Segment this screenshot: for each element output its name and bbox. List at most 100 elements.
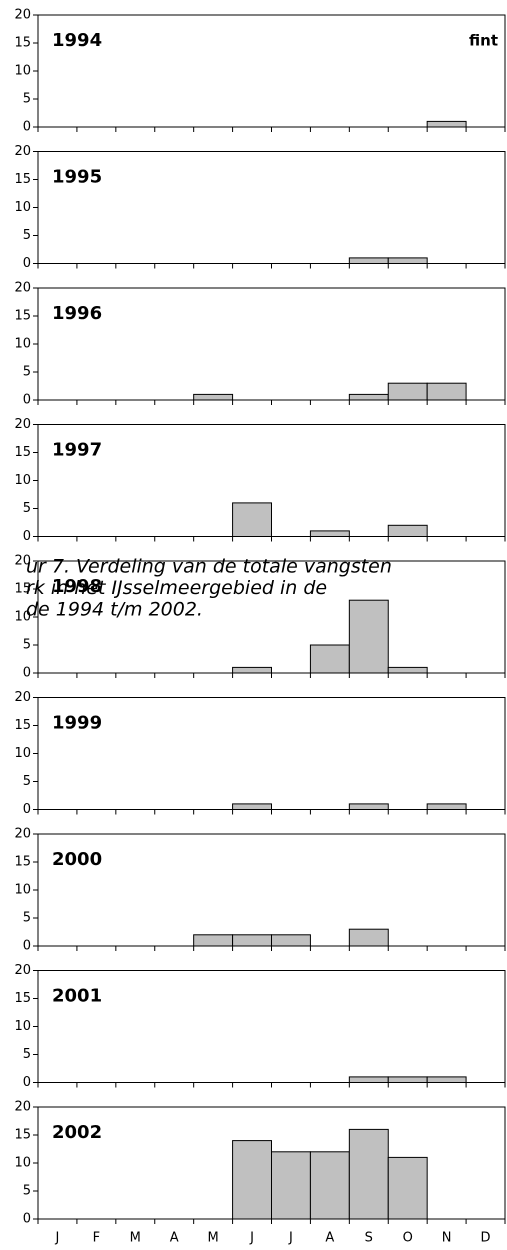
x-tick-label: S: [365, 1231, 373, 1246]
y-tick-label: 15: [14, 309, 31, 324]
overlay-text: de 1994 t/m 2002.: [26, 599, 203, 621]
panel-title: 1995: [52, 167, 102, 188]
y-tick-label: 20: [14, 690, 31, 705]
plot-frame: [37, 970, 506, 1083]
y-tick-label: 0: [23, 529, 31, 544]
bar: [348, 257, 389, 264]
bar: [387, 524, 428, 537]
y-tick-label: 5: [23, 228, 31, 243]
y-tick-label: 0: [23, 666, 31, 681]
plot-frame: [37, 697, 506, 810]
bar: [232, 666, 272, 674]
panel-label: fint: [469, 32, 498, 50]
y-tick-label: 20: [14, 281, 31, 296]
y-tick-label: 0: [23, 1075, 31, 1090]
y-tick-label: 15: [14, 36, 31, 51]
x-tick-label: O: [403, 1231, 413, 1246]
y-tick-label: 0: [23, 120, 31, 135]
overlay-text: rk in het IJsselmeergebied in de: [26, 577, 327, 599]
x-tick-label: A: [170, 1231, 179, 1246]
bar: [426, 120, 467, 128]
y-tick-label: 20: [14, 1100, 31, 1115]
panel-title: 1999: [52, 713, 102, 734]
y-tick-label: 10: [14, 64, 31, 79]
y-tick-label: 5: [23, 1047, 31, 1062]
bar: [426, 803, 467, 811]
bar: [309, 530, 350, 538]
bar: [348, 803, 389, 811]
overlay-text: ur 7. Verdeling van de totale vangsten: [26, 556, 392, 578]
bar: [426, 382, 467, 401]
x-tick-label: J: [288, 1231, 293, 1246]
x-tick-label: N: [442, 1231, 452, 1246]
y-tick-label: 20: [14, 963, 31, 978]
y-tick-label: 10: [14, 610, 31, 625]
panel-title: 2000: [52, 849, 102, 870]
bar: [348, 393, 389, 401]
bar: [387, 257, 428, 264]
y-tick-label: 0: [23, 256, 31, 271]
y-tick-label: 5: [23, 911, 31, 926]
y-tick-label: 0: [23, 802, 31, 817]
bar: [232, 934, 272, 947]
y-tick-label: 15: [14, 718, 31, 733]
x-tick-label: M: [208, 1231, 219, 1246]
plot-frame: [37, 14, 506, 128]
x-tick-label: J: [249, 1231, 254, 1246]
y-tick-label: 20: [14, 8, 31, 23]
y-tick-label: 5: [23, 1184, 31, 1199]
bar: [271, 934, 311, 947]
y-tick-label: 0: [23, 1212, 31, 1227]
bar: [426, 1076, 467, 1084]
panel-title: 1994: [52, 30, 102, 51]
y-tick-label: 10: [14, 200, 31, 215]
x-tick-label: J: [55, 1231, 60, 1246]
panel-title: 2001: [52, 986, 102, 1007]
bar: [348, 928, 389, 947]
panel-title: 2002: [52, 1122, 102, 1143]
y-tick-label: 15: [14, 855, 31, 870]
y-tick-label: 10: [14, 337, 31, 352]
bar: [387, 382, 428, 401]
y-tick-label: 15: [14, 172, 31, 187]
y-tick-label: 5: [23, 92, 31, 107]
x-tick-label: F: [93, 1231, 100, 1246]
y-tick-label: 10: [14, 1156, 31, 1171]
bar: [309, 644, 350, 674]
bar: [387, 1156, 428, 1220]
y-tick-label: 15: [14, 582, 31, 597]
y-tick-label: 20: [14, 417, 31, 432]
x-tick-label: D: [481, 1231, 491, 1246]
bar: [232, 803, 272, 811]
y-tick-label: 0: [23, 393, 31, 408]
y-tick-label: 20: [14, 827, 31, 842]
y-tick-label: 15: [14, 991, 31, 1006]
x-tick-label: M: [130, 1231, 141, 1246]
plot-frame: [37, 151, 506, 264]
bar: [348, 599, 389, 674]
y-tick-label: 10: [14, 1019, 31, 1034]
bar: [232, 1140, 272, 1220]
panel-title: 1997: [52, 440, 102, 461]
bar: [232, 502, 272, 537]
bar: [193, 934, 234, 947]
y-tick-label: 20: [14, 554, 31, 569]
bar: [348, 1128, 389, 1220]
y-tick-label: 10: [14, 473, 31, 488]
bar: [193, 393, 234, 401]
y-tick-label: 15: [14, 445, 31, 460]
y-tick-label: 15: [14, 1128, 31, 1143]
y-tick-label: 10: [14, 883, 31, 898]
bar: [271, 1151, 311, 1220]
bar: [387, 666, 428, 674]
y-tick-label: 5: [23, 638, 31, 653]
panel-title: 1996: [52, 303, 102, 324]
y-tick-label: 5: [23, 774, 31, 789]
panel-title: 1998: [52, 576, 102, 597]
bar: [387, 1076, 428, 1084]
y-tick-label: 5: [23, 365, 31, 380]
y-tick-label: 5: [23, 501, 31, 516]
plot-frame: [37, 833, 506, 947]
